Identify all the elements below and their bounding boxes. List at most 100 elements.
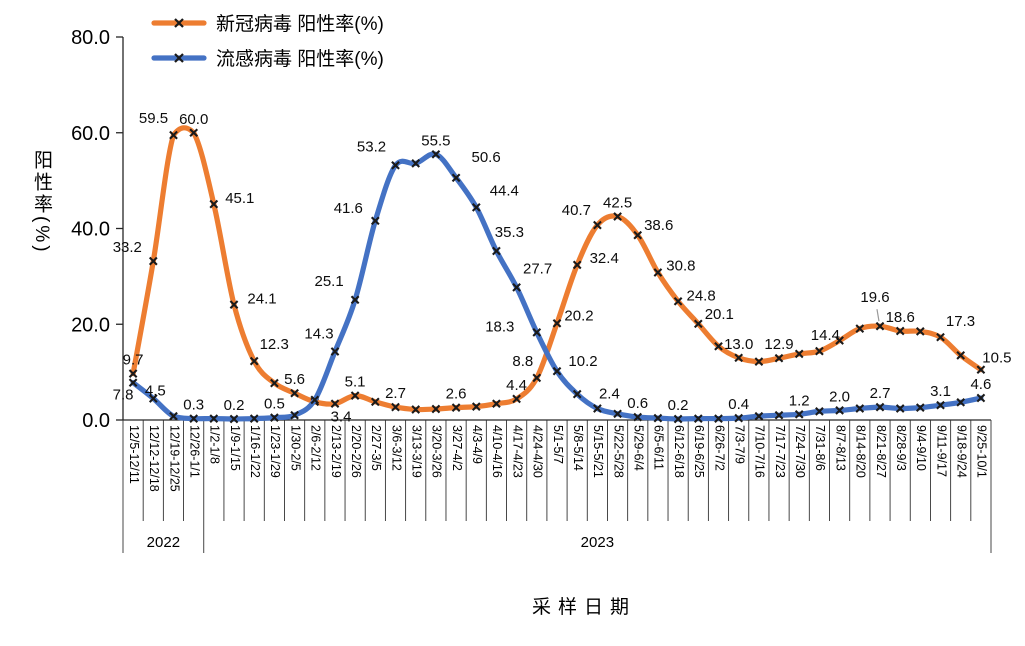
data-label-flu: 35.3 bbox=[495, 224, 524, 241]
data-label-flu: 2.7 bbox=[870, 385, 891, 402]
data-label-covid: 32.4 bbox=[590, 250, 619, 267]
data-point-flu bbox=[451, 173, 461, 183]
x-tick-label: 2/6-2/12 bbox=[309, 425, 323, 471]
x-tick-label: 12/26-1/1 bbox=[188, 425, 202, 478]
data-point-covid bbox=[693, 319, 703, 329]
data-point-flu bbox=[148, 394, 158, 403]
x-tick-label: 3/13-3/19 bbox=[410, 425, 424, 478]
data-point-covid bbox=[148, 256, 158, 266]
data-point-flu bbox=[128, 378, 138, 388]
data-point-covid bbox=[350, 391, 360, 400]
data-point-flu bbox=[855, 404, 865, 413]
data-point-covid bbox=[653, 268, 663, 277]
data-label-flu: 0.2 bbox=[668, 397, 689, 414]
data-point-flu bbox=[229, 414, 239, 424]
x-tick-label: 3/27-4/2 bbox=[450, 425, 464, 471]
data-point-covid bbox=[835, 336, 844, 345]
data-point-covid bbox=[774, 353, 784, 363]
data-point-covid bbox=[915, 327, 925, 336]
x-tick-label: 4/17-4/23 bbox=[510, 425, 524, 478]
y-tick-label: 60.0 bbox=[71, 123, 110, 145]
x-tick-label: 3/20-3/26 bbox=[430, 425, 444, 478]
data-point-covid bbox=[431, 404, 441, 414]
data-label-covid: 20.2 bbox=[564, 307, 593, 324]
data-label-covid: 33.2 bbox=[113, 239, 142, 256]
data-point-covid bbox=[956, 351, 966, 360]
legend: 新冠病毒 阳性率(%) 流感病毒 阳性率(%) bbox=[151, 9, 384, 71]
data-point-flu bbox=[936, 400, 945, 410]
x-tick-label: 3/6-3/12 bbox=[389, 425, 403, 471]
data-label-covid: 4.4 bbox=[506, 377, 527, 394]
data-label-flu: 1.2 bbox=[789, 392, 810, 409]
data-point-covid bbox=[714, 341, 723, 351]
x-tick-label: 2/20-2/26 bbox=[349, 425, 363, 478]
data-point-flu bbox=[189, 414, 199, 423]
data-point-flu bbox=[794, 409, 804, 419]
x-tick-label: 7/10-7/16 bbox=[753, 425, 767, 478]
data-label-covid: 12.3 bbox=[260, 336, 289, 353]
data-label-covid: 3.4 bbox=[331, 409, 352, 426]
data-point-covid bbox=[976, 365, 986, 375]
data-label-covid: 24.1 bbox=[247, 291, 276, 308]
data-point-flu bbox=[613, 409, 622, 419]
data-point-flu bbox=[734, 413, 744, 423]
data-point-covid bbox=[572, 260, 582, 270]
x-tick-label: 5/15-5/21 bbox=[591, 425, 605, 478]
data-point-covid bbox=[633, 230, 643, 240]
data-point-covid bbox=[754, 357, 764, 366]
data-point-flu bbox=[552, 366, 562, 376]
data-label-covid: 38.6 bbox=[644, 217, 673, 234]
data-label-flu: 14.3 bbox=[304, 326, 333, 343]
data-point-covid bbox=[290, 388, 299, 398]
data-label-flu: 0.3 bbox=[183, 397, 204, 414]
x-tick-label: 1/23-1/29 bbox=[268, 425, 282, 478]
data-label-covid: 5.1 bbox=[345, 374, 366, 391]
x-tick-label: 5/29-6/4 bbox=[632, 425, 646, 471]
x-tick-label: 6/19-6/25 bbox=[692, 425, 706, 478]
data-label-covid: 2.7 bbox=[385, 385, 406, 402]
data-point-covid bbox=[189, 128, 199, 138]
data-point-flu bbox=[512, 283, 521, 292]
data-point-flu bbox=[693, 414, 703, 423]
data-label-flu: 0.4 bbox=[728, 396, 749, 413]
x-tick-label: 2/13-2/19 bbox=[329, 425, 343, 478]
data-label-covid: 18.6 bbox=[886, 309, 915, 326]
x-tick-label: 7/24-7/30 bbox=[793, 425, 807, 478]
year-label: 2022 bbox=[147, 534, 180, 551]
data-point-flu bbox=[774, 410, 784, 420]
data-point-flu bbox=[653, 413, 663, 423]
data-point-flu bbox=[633, 412, 643, 422]
data-point-flu bbox=[431, 149, 441, 159]
data-point-covid bbox=[270, 378, 279, 388]
legend-item-covid: 新冠病毒 阳性率(%) bbox=[151, 9, 384, 36]
data-point-covid bbox=[875, 321, 885, 331]
x-tick-label: 7/3-7/9 bbox=[733, 425, 747, 464]
y-tick-label: 80.0 bbox=[71, 27, 110, 49]
data-label-flu: 2.0 bbox=[829, 388, 850, 405]
data-point-flu bbox=[956, 397, 966, 407]
data-point-flu bbox=[169, 411, 178, 421]
x-tick-label: 9/25-10/1 bbox=[975, 425, 989, 478]
data-label-covid: 20.1 bbox=[705, 306, 734, 323]
data-point-covid bbox=[673, 296, 683, 306]
flu-line-icon bbox=[151, 51, 207, 65]
data-label-covid: 13.0 bbox=[724, 336, 753, 353]
data-point-covid bbox=[391, 402, 400, 412]
data-label-covid: 5.6 bbox=[284, 371, 305, 388]
data-point-covid bbox=[552, 318, 562, 328]
data-point-covid bbox=[451, 403, 461, 412]
data-label-covid: 12.9 bbox=[764, 336, 793, 353]
data-point-covid bbox=[411, 405, 421, 414]
x-tick-label: 12/19-12/25 bbox=[167, 425, 181, 492]
data-label-covid: 19.6 bbox=[860, 289, 889, 306]
data-label-covid: 59.5 bbox=[139, 110, 168, 127]
data-point-flu bbox=[815, 407, 824, 416]
data-label-flu: 4.6 bbox=[970, 376, 991, 393]
data-point-flu bbox=[976, 393, 986, 403]
x-tick-label: 6/26-7/2 bbox=[712, 425, 726, 471]
data-point-flu bbox=[714, 414, 723, 423]
y-tick-label: 40.0 bbox=[71, 219, 110, 241]
data-label-covid: 2.6 bbox=[446, 386, 467, 403]
x-tick-label: 6/5-6/11 bbox=[652, 425, 666, 470]
data-point-flu bbox=[471, 203, 481, 212]
